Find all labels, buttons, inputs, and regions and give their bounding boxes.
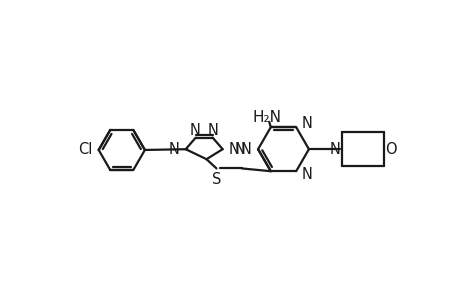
Text: N: N	[241, 142, 252, 157]
Text: N: N	[235, 142, 245, 157]
Text: H₂N: H₂N	[252, 110, 281, 125]
Text: N: N	[168, 142, 179, 157]
Text: N: N	[228, 142, 239, 157]
Text: N: N	[301, 116, 312, 131]
Text: N: N	[301, 167, 312, 182]
Text: Cl: Cl	[78, 142, 92, 158]
Text: N: N	[329, 142, 340, 157]
Text: O: O	[384, 142, 396, 157]
Text: N: N	[207, 123, 218, 138]
Text: S: S	[211, 172, 221, 187]
Text: N: N	[189, 123, 200, 138]
